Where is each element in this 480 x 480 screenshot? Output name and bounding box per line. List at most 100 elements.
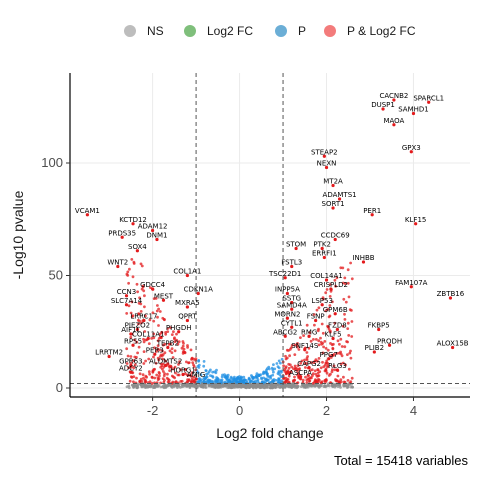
data-point xyxy=(156,304,159,307)
gene-label-ABCG2: ABCG2 xyxy=(273,328,297,336)
data-point xyxy=(342,297,346,301)
data-point xyxy=(320,380,324,384)
data-point xyxy=(350,376,354,380)
data-point xyxy=(143,330,147,333)
data-point xyxy=(222,383,225,387)
data-point xyxy=(308,331,312,335)
data-point xyxy=(226,373,230,377)
data-point xyxy=(174,380,178,383)
data-point xyxy=(170,347,174,351)
data-point xyxy=(164,331,168,334)
gene-point-FKBP5 xyxy=(377,327,381,332)
data-point xyxy=(127,304,131,308)
data-point xyxy=(326,348,330,352)
data-point xyxy=(269,386,273,390)
data-point xyxy=(125,385,129,389)
data-point xyxy=(171,367,175,371)
gene-label-GDCC4: GDCC4 xyxy=(140,281,166,289)
data-point xyxy=(157,307,161,311)
data-point xyxy=(321,331,325,335)
data-point xyxy=(154,361,158,365)
data-point xyxy=(310,368,314,372)
data-point xyxy=(166,330,170,333)
legend-label-log2fc: Log2 FC xyxy=(207,24,253,38)
data-point xyxy=(342,384,346,388)
data-point xyxy=(176,373,180,377)
gene-point-FSNP xyxy=(314,318,318,323)
data-point xyxy=(172,330,175,334)
gene-point-GDCC4 xyxy=(151,287,155,291)
data-point xyxy=(288,371,292,374)
data-point xyxy=(140,380,144,383)
data-point xyxy=(170,351,174,354)
data-point xyxy=(350,335,354,338)
legend: NS Log2 FC P P & Log2 FC xyxy=(124,24,416,38)
data-point xyxy=(284,354,287,358)
data-point xyxy=(328,330,332,334)
gene-point-FAM107A xyxy=(409,285,413,289)
gene-point-ABCG2 xyxy=(283,334,287,338)
data-point xyxy=(207,384,211,387)
data-point xyxy=(135,376,138,380)
data-point xyxy=(350,277,354,281)
data-point xyxy=(293,364,297,368)
gene-label-ZBTB16: ZBTB16 xyxy=(437,290,465,298)
data-point xyxy=(143,305,146,309)
gene-point-MORN2 xyxy=(285,316,289,320)
data-point xyxy=(150,337,154,340)
data-point xyxy=(274,386,278,389)
gene-point-ALOX15B xyxy=(451,345,455,350)
gene-label-GPM6B: GPM6B xyxy=(323,306,348,314)
data-point xyxy=(226,383,230,387)
gene-label-FSNP: FSNP xyxy=(307,313,325,321)
data-point xyxy=(328,354,332,358)
data-point xyxy=(223,375,227,379)
gene-label-LSP53: LSP53 xyxy=(311,297,332,305)
gene-point-SLC7A14 xyxy=(124,303,129,307)
gene-point-QPRT xyxy=(185,318,189,323)
data-point xyxy=(350,320,354,323)
data-point xyxy=(325,371,329,375)
gene-point-PTK2 xyxy=(320,246,324,251)
gene-point-TSC22D1 xyxy=(283,276,287,280)
gene-label-CCN3: CCN3 xyxy=(117,288,136,296)
data-point xyxy=(129,311,133,315)
data-point xyxy=(181,340,185,343)
data-point xyxy=(312,338,315,341)
gene-label-GPX3: GPX3 xyxy=(402,144,421,152)
data-point xyxy=(305,384,308,387)
data-point xyxy=(137,301,141,305)
data-point xyxy=(142,376,145,380)
gene-label-KLF15: KLF15 xyxy=(405,216,426,224)
gene-label-AMIG: AMIG xyxy=(187,371,205,379)
gene-point-PHGDH xyxy=(177,330,181,334)
data-point xyxy=(158,374,161,378)
gene-point-CDKN1A xyxy=(196,291,200,296)
gene-label-CCDC69: CCDC69 xyxy=(321,232,350,240)
gene-label-MORN2: MORN2 xyxy=(274,310,300,318)
data-point xyxy=(192,357,196,361)
data-point xyxy=(329,372,332,376)
data-point xyxy=(230,386,234,389)
data-point xyxy=(271,373,275,377)
data-point xyxy=(306,374,310,377)
gene-label-LRRC17: LRRC17 xyxy=(130,313,157,321)
gene-point-ALDMTS2 xyxy=(164,363,168,368)
data-point xyxy=(127,267,131,271)
data-point xyxy=(337,351,341,355)
data-point xyxy=(252,376,255,380)
gene-point-LRRTM2 xyxy=(107,354,111,359)
gene-label-ALOX15B: ALOX15B xyxy=(437,340,469,348)
gene-label-ASCPA: ASCPA xyxy=(289,369,312,377)
gene-label-PIEZO2: PIEZO2 xyxy=(125,322,150,330)
gene-label-VCAM1: VCAM1 xyxy=(75,207,100,215)
gene-point-RPS5 xyxy=(131,343,135,347)
gene-point-SSTG xyxy=(290,300,294,305)
data-point xyxy=(299,336,302,339)
data-point xyxy=(152,336,156,340)
gene-point-SPARCL1 xyxy=(427,100,431,104)
data-point xyxy=(328,283,332,286)
data-point xyxy=(209,368,212,372)
data-point xyxy=(156,378,160,382)
data-point xyxy=(314,379,318,383)
